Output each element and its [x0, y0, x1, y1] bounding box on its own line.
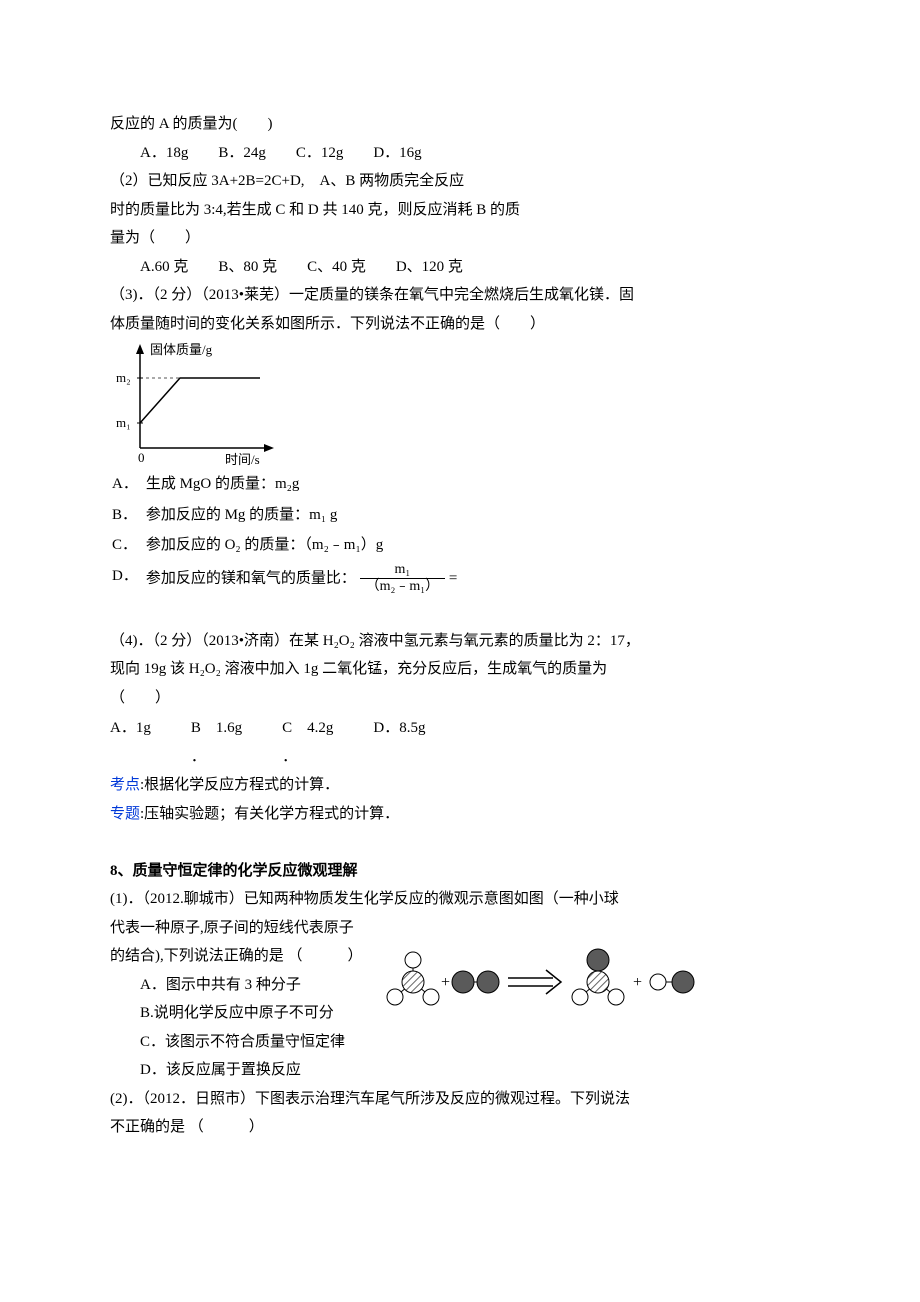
q3-opt-c: 参加反应的 O₂ 的质量：（m₂﹣m₁）g: [146, 531, 464, 560]
q3-options: A．生成 MgO 的质量：m₂g B．参加反应的 Mg 的质量：m₁ g C．参…: [110, 468, 465, 598]
q8-heading: 8、质量守恒定律的化学反应微观理解: [110, 857, 820, 886]
graph-xlabel: 时间/s: [225, 452, 260, 467]
q3-graph: 固体质量/g 时间/s 0 m₂ m₁: [110, 338, 290, 468]
svg-text:0: 0: [138, 450, 145, 465]
q2-line2: 时的质量比为 3:4,若生成 C 和 D 共 140 克，则反应消耗 B 的质: [110, 196, 820, 225]
q8-opt-d: D．该反应属于置换反应: [110, 1056, 363, 1085]
graph-ylabel: 固体质量/g: [150, 342, 213, 357]
graph-m1: m₁: [116, 415, 131, 430]
q4-options: A．1g B 1.6g C 4.2g D．8.5g ．．: [110, 714, 465, 771]
q8-opt-a: A．图示中共有 3 种分子: [110, 971, 363, 1000]
q8-p2-line2: 不正确的是 （ ）: [110, 1113, 820, 1142]
q4-line2: 现向 19g 该 H₂O₂ 溶液中加入 1g 二氧化锰，充分反应后，生成氧气的质…: [110, 655, 820, 684]
q4-opt-b: B 1.6g: [191, 714, 282, 743]
svg-text:+: +: [633, 974, 642, 991]
q8-opt-c: C．该图示不符合质量守恒定律: [110, 1028, 363, 1057]
q-intro-line1: 反应的 A 的质量为( ): [110, 110, 820, 139]
q3-opt-b: 参加反应的 Mg 的质量：m₁ g: [146, 501, 464, 530]
graph-m2: m₂: [116, 370, 131, 385]
q3-line1: （3)．（2 分）（2013•莱芜）一定质量的镁条在氧气中完全燃烧后生成氧化镁．…: [110, 281, 820, 310]
q4-line1: （4)．（2 分）（2013•济南）在某 H₂O₂ 溶液中氢元素与氧元素的质量比…: [110, 627, 820, 656]
q2-line1: （2）已知反应 3A+2B=2C+D, A、B 两物质完全反应: [110, 167, 820, 196]
q8-p1-line3: 的结合),下列说法正确的是 （ ）: [110, 942, 363, 971]
q2-line3: 量为（ ）: [110, 224, 820, 253]
q8-molecule-diagram: + +: [383, 942, 723, 1022]
q4-opt-a: A．1g: [110, 714, 191, 743]
q8-p1-line1: (1)．（2012.聊城市）已知两种物质发生化学反应的微观示意图如图（一种小球: [110, 885, 820, 914]
q4-opt-d: D．8.5g: [373, 714, 465, 743]
q2-opts: A.60 克 B、80 克 C、40 克 D、120 克: [110, 253, 820, 282]
q8-p1-line2: 代表一种原子,原子间的短线代表原子: [110, 914, 820, 943]
svg-text:+: +: [441, 974, 450, 991]
q4-opt-c: C 4.2g: [282, 714, 373, 743]
q3-opt-d: 参加反应的镁和氧气的质量比： m₁ （m₂﹣m₁） =: [146, 562, 464, 597]
q8-p2-line1: (2)．（2012．日照市）下图表示治理汽车尾气所涉及反应的微观过程。下列说法: [110, 1085, 820, 1114]
q-intro-opts: A．18g B．24g C．12g D．16g: [110, 139, 820, 168]
q4-kaodian: 考点:根据化学反应方程式的计算．: [110, 771, 820, 800]
q3-opt-a: 生成 MgO 的质量：m₂g: [146, 470, 464, 499]
q4-line3: （ ）: [110, 684, 820, 713]
q3-line2: 体质量随时间的变化关系如图所示．下列说法不正确的是（ ）: [110, 310, 820, 339]
q4-zhuanti: 专题:压轴实验题；有关化学方程式的计算．: [110, 800, 820, 829]
q8-opt-b: B.说明化学反应中原子不可分: [110, 999, 363, 1028]
